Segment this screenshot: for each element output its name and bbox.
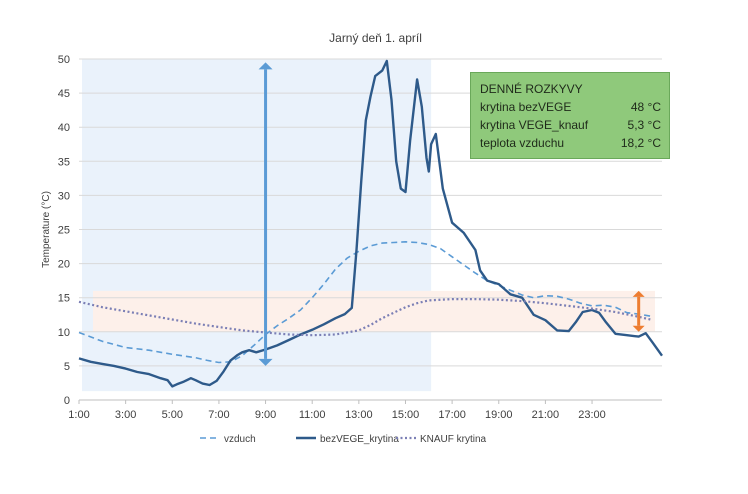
x-tick-label: 21:00 — [532, 409, 560, 421]
info-row-value: 18,2 °C — [620, 136, 661, 150]
info-row: krytina bezVEGE 48 °C — [480, 98, 661, 116]
range-band-region — [92, 290, 656, 332]
info-row-label: krytina VEGE_knauf — [480, 118, 589, 132]
x-tick-label: 7:00 — [208, 409, 229, 421]
y-tick-label: 0 — [64, 395, 70, 407]
legend-label: bezVEGE_krytina — [320, 434, 399, 445]
series-line-vzduch — [78, 241, 651, 364]
y-tick-label: 50 — [58, 54, 70, 66]
info-row: krytina VEGE_knauf 5,3 °C — [480, 116, 661, 134]
legend: vzduch bezVEGE_krytina KNAUF krytina — [200, 434, 487, 445]
info-row-value: 48 °C — [630, 100, 661, 114]
x-tick-label: 5:00 — [162, 409, 183, 421]
plot-background — [82, 59, 656, 392]
x-tick-label: 11:00 — [299, 409, 326, 421]
info-row-label: teplota vzduchu — [480, 136, 565, 150]
info-box-title: DENNÉ ROZKYVY — [480, 82, 583, 96]
x-tick-label: 13:00 — [345, 409, 373, 421]
axes: 0 5 10 15 20 25 30 35 40 45 50 1:00 3:00 5:00 7:00 9:00… — [58, 54, 662, 421]
night-shade-region — [82, 59, 432, 392]
x-tick-label: 23:00 — [578, 409, 606, 421]
orange-range-arrow-head-down — [632, 325, 645, 332]
info-row-label: krytina bezVEGE — [480, 100, 572, 114]
series-line-bezvege-krytina — [78, 59, 663, 388]
x-tick-label: 17:00 — [438, 409, 466, 421]
x-tick-label: 1:00 — [68, 409, 89, 421]
x-tick-label: 15:00 — [392, 409, 420, 421]
x-tick-label: 9:00 — [255, 409, 276, 421]
y-tick-label: 25 — [58, 225, 70, 237]
arrows-layer — [258, 62, 645, 366]
y-tick-label: 45 — [58, 88, 70, 100]
blue-range-arrow-head-up — [258, 62, 273, 70]
legend-label: vzduch — [224, 434, 256, 445]
y-tick-label: 20 — [58, 259, 70, 271]
x-tick-label: 19:00 — [485, 409, 513, 421]
y-tick-label: 10 — [58, 327, 70, 339]
orange-range-arrow-head-up — [632, 290, 645, 297]
blue-range-arrow-head-down — [258, 358, 273, 366]
y-tick-label: 15 — [58, 293, 70, 305]
info-row: teplota vzduchu 18,2 °C — [480, 134, 661, 152]
info-row-value: 5,3 °C — [627, 118, 661, 132]
y-tick-label: 35 — [58, 156, 70, 168]
y-tick-label: 5 — [64, 361, 70, 373]
daily-range-box: DENNÉ ROZKYVY krytina bezVEGE 48 °C kryt… — [470, 72, 670, 159]
x-tick-label: 3:00 — [115, 409, 136, 421]
y-axis-label: Temperature (°C) — [41, 191, 52, 268]
legend-label: KNAUF krytina — [420, 434, 487, 445]
series-layer — [78, 59, 663, 388]
chart-title: Jarný deň 1. apríl — [329, 31, 422, 45]
y-tick-label: 40 — [58, 122, 70, 134]
y-tick-label: 30 — [58, 190, 70, 202]
